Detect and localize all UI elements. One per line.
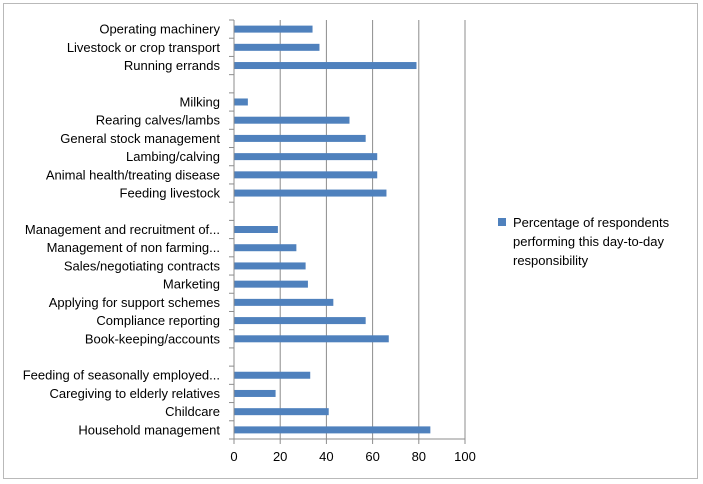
bar (234, 389, 276, 397)
x-tick-label: 40 (319, 449, 333, 464)
bar (234, 226, 278, 233)
category-label: Childcare (165, 404, 220, 419)
bar (234, 244, 297, 252)
bar (234, 43, 320, 51)
bar (234, 134, 366, 142)
bar (234, 98, 248, 106)
bar (234, 280, 308, 288)
chart-frame (3, 3, 698, 479)
bar (234, 189, 387, 197)
category-label: Running errands (124, 58, 221, 73)
bar (234, 153, 378, 161)
bar (234, 262, 306, 270)
bar (234, 62, 417, 70)
x-tick-label: 0 (230, 449, 237, 464)
bar (234, 317, 366, 325)
bar (234, 335, 389, 343)
bar (234, 426, 431, 434)
category-label: Milking (180, 94, 220, 109)
category-label: Management of non farming... (47, 240, 220, 255)
x-tick-label: 60 (365, 449, 379, 464)
category-label: Operating machinery (99, 22, 220, 37)
gridlines (279, 20, 466, 439)
x-tick-label: 100 (454, 449, 476, 464)
category-label: Sales/negotiating contracts (64, 258, 221, 273)
category-label: Book-keeping/accounts (85, 331, 221, 346)
x-tick-label: 20 (273, 449, 287, 464)
x-tick-label: 80 (412, 449, 426, 464)
bar (234, 25, 313, 33)
category-labels: Operating machinery Livestock or crop tra… (23, 22, 221, 438)
category-label: Compliance reporting (96, 313, 220, 328)
bar (234, 116, 350, 124)
category-label: Marketing (163, 277, 220, 292)
legend-swatch (498, 218, 506, 226)
category-label: Rearing calves/lambs (96, 113, 221, 128)
category-label: Feeding livestock (120, 186, 221, 201)
category-label: Household management (78, 422, 220, 437)
category-label: General stock management (60, 131, 220, 146)
category-label: Lambing/calving (126, 149, 220, 164)
legend-label: Percentage of respondents performing thi… (513, 215, 670, 268)
category-label: Management and recruitment of... (25, 222, 220, 237)
category-label: Feeding of seasonally employed... (23, 368, 220, 383)
bars (234, 25, 431, 434)
bar (234, 371, 311, 379)
category-label: Caregiving to elderly relatives (49, 386, 220, 401)
category-label: Applying for support schemes (49, 295, 221, 310)
category-label: Animal health/treating disease (46, 167, 220, 182)
tick-labels: 0 20 40 60 80 100 (230, 449, 475, 464)
bar (234, 171, 378, 179)
bar (234, 298, 334, 306)
category-label: Livestock or crop transport (67, 40, 221, 55)
axes (229, 19, 466, 444)
bar (234, 408, 329, 416)
